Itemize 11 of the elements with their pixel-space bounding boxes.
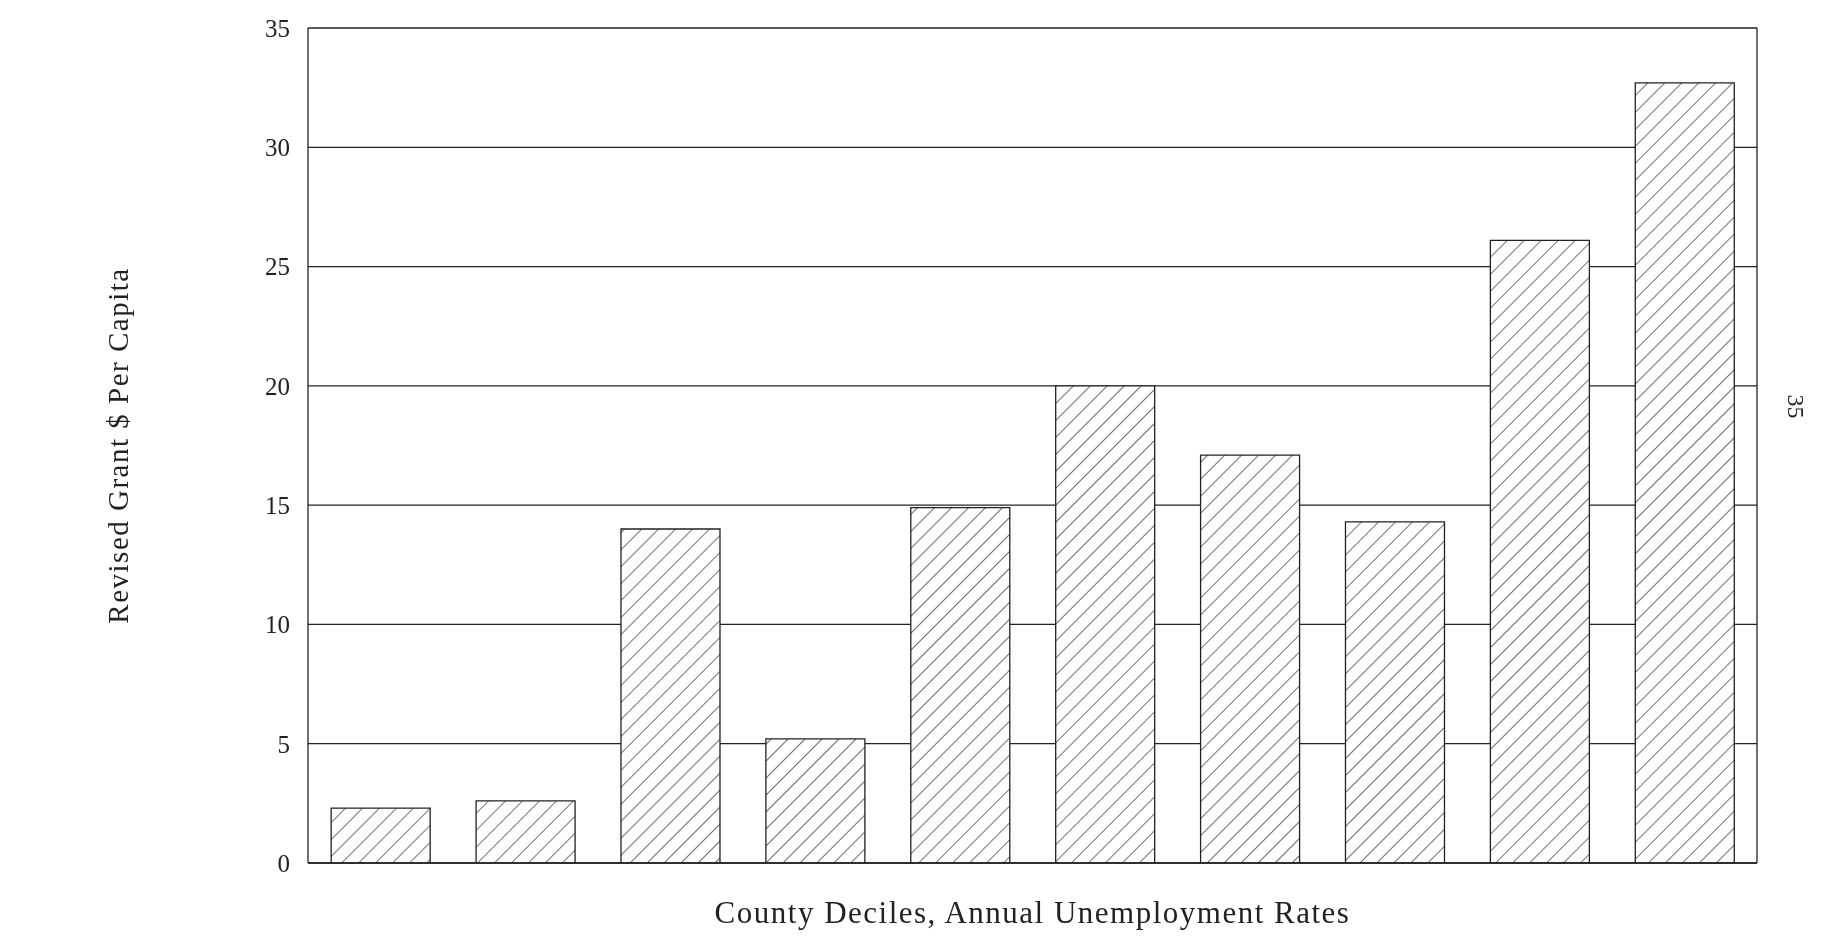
- y-tick-label: 35: [265, 14, 290, 42]
- y-tick-label: 5: [277, 730, 290, 758]
- y-tick-label: 10: [265, 611, 290, 639]
- y-tick-label: 0: [277, 849, 290, 877]
- y-tick-label: 20: [265, 372, 290, 400]
- y-tick-label: 30: [265, 134, 290, 162]
- y-tick-label: 15: [265, 492, 290, 520]
- text: 35: [1781, 394, 1809, 419]
- x-axis-title: County Deciles, Annual Unemployment Rates: [714, 895, 1351, 930]
- y-axis-title: Revised Grant $ Per Capita: [102, 267, 135, 624]
- y-tick-label: 25: [265, 253, 290, 281]
